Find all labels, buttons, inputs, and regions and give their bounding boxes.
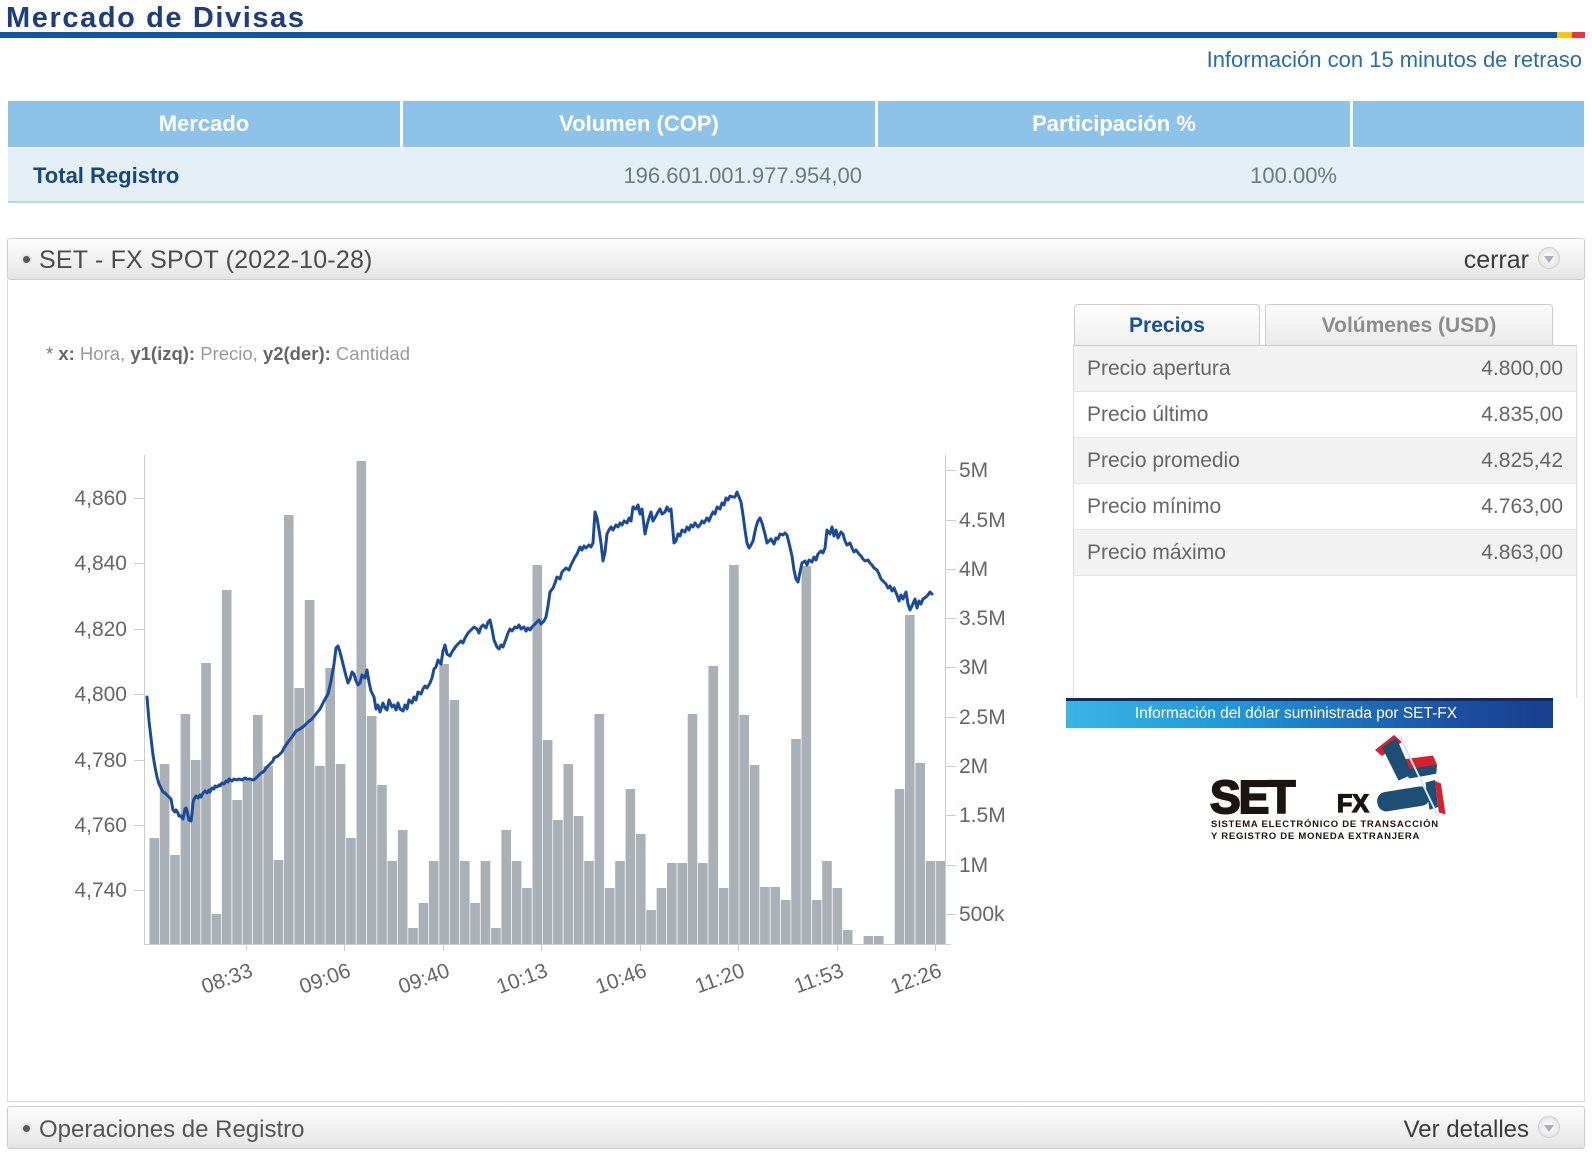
svg-text:4,800: 4,800 — [74, 683, 127, 706]
svg-text:3.5M: 3.5M — [959, 607, 1006, 630]
svg-text:4,740: 4,740 — [74, 879, 127, 902]
svg-text:09:06: 09:06 — [296, 959, 353, 999]
svg-text:4,760: 4,760 — [74, 814, 127, 837]
svg-text:11:53: 11:53 — [791, 959, 847, 998]
svg-text:2M: 2M — [959, 755, 988, 778]
svg-text:10:13: 10:13 — [493, 959, 550, 999]
svg-text:4.5M: 4.5M — [959, 509, 1006, 532]
svg-text:09:40: 09:40 — [395, 959, 452, 999]
svg-text:12:26: 12:26 — [887, 959, 944, 999]
svg-text:08:33: 08:33 — [198, 959, 255, 999]
svg-text:1.5M: 1.5M — [959, 804, 1006, 827]
svg-text:3M: 3M — [959, 656, 988, 679]
svg-text:10:46: 10:46 — [592, 959, 649, 999]
svg-text:5M: 5M — [959, 459, 988, 482]
svg-text:2.5M: 2.5M — [959, 706, 1006, 729]
svg-text:4M: 4M — [959, 558, 988, 581]
svg-text:4,860: 4,860 — [74, 487, 127, 510]
svg-text:11:20: 11:20 — [692, 959, 748, 998]
svg-text:4,820: 4,820 — [74, 618, 127, 641]
svg-text:4,840: 4,840 — [74, 552, 127, 575]
svg-text:1M: 1M — [959, 854, 988, 877]
svg-text:4,780: 4,780 — [74, 749, 127, 772]
svg-text:500k: 500k — [959, 903, 1005, 926]
